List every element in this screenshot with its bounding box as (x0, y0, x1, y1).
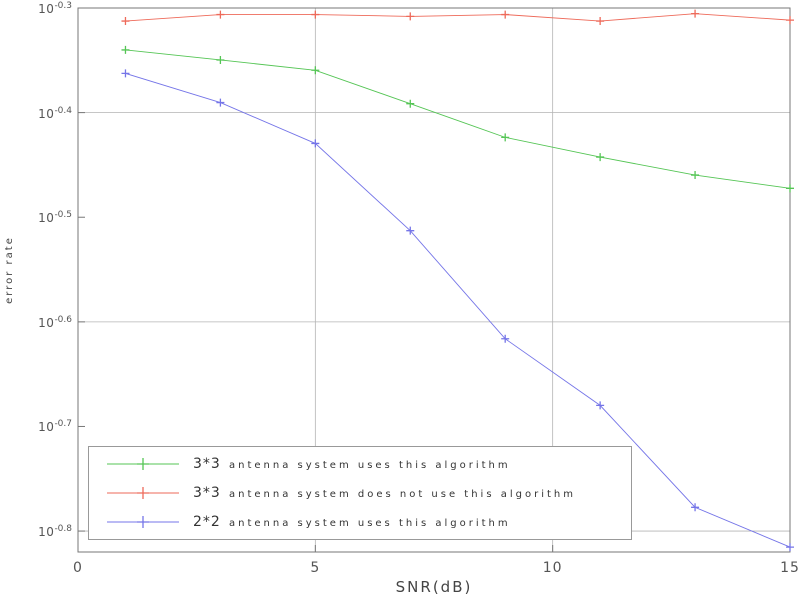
legend-item: 3*3 antenna system uses this algorithm (103, 450, 627, 478)
y-tick-label: 10-0.8 (38, 524, 72, 540)
marker-plus-icon (311, 66, 320, 75)
marker-plus-icon (691, 171, 700, 180)
y-tick-label: 10-0.7 (38, 419, 72, 435)
marker-plus-icon (406, 12, 415, 21)
legend-marker-plus-icon (137, 515, 149, 528)
marker-plus-icon (311, 10, 320, 19)
marker-plus-icon (406, 99, 415, 108)
legend-sample-line (107, 458, 179, 471)
legend-marker-plus-icon (137, 486, 149, 499)
y-tick-label: 10-0.5 (38, 210, 72, 226)
y-tick-label: 10-0.4 (38, 105, 72, 121)
y-tick-label: 10-0.6 (38, 314, 72, 330)
legend-sample-line (107, 486, 179, 499)
marker-plus-icon (311, 139, 320, 148)
legend-label: 3*3 antenna system uses this algorithm (193, 456, 511, 473)
marker-plus-icon (691, 503, 700, 512)
marker-plus-icon (596, 401, 605, 410)
legend-label: 3*3 antenna system does not use this alg… (193, 484, 576, 501)
plot-border (77, 7, 791, 553)
x-axis-label: SNR(dB) (395, 578, 473, 596)
legend-item: 3*3 antenna system does not use this alg… (103, 479, 627, 507)
marker-plus-icon (501, 334, 510, 343)
marker-plus-icon (121, 45, 130, 54)
legend-sample-line (107, 515, 179, 528)
legend-marker-plus-icon (137, 458, 149, 471)
series-line-2 (125, 72, 791, 548)
marker-plus-icon (691, 9, 700, 18)
y-axis-label: error rate (4, 236, 15, 304)
x-tick-label: 15 (780, 560, 800, 576)
marker-plus-icon (786, 16, 794, 25)
legend: 3*3 antenna system uses this algorithm 3*… (88, 446, 632, 540)
x-tick-label: 0 (73, 560, 83, 576)
marker-plus-icon (216, 10, 225, 19)
y-tick-label: 10-0.3 (38, 1, 72, 16)
x-tick-label: 5 (310, 560, 321, 576)
marker-plus-icon (786, 184, 794, 193)
series-line-0 (125, 49, 791, 189)
marker-plus-icon (501, 10, 510, 19)
marker-plus-icon (121, 69, 130, 78)
marker-plus-icon (596, 17, 605, 26)
marker-plus-icon (216, 55, 225, 64)
marker-plus-icon (596, 153, 605, 162)
marker-plus-icon (216, 98, 225, 107)
legend-label: 2*2 antenna system uses this algorithm (193, 513, 511, 530)
legend-item: 2*2 antenna system uses this algorithm (103, 508, 627, 536)
marker-plus-icon (501, 133, 510, 142)
marker-plus-icon (406, 226, 415, 235)
marker-plus-icon (786, 543, 794, 552)
x-tick-label: 10 (542, 560, 563, 576)
marker-plus-icon (121, 17, 130, 26)
series-line-1 (125, 13, 791, 22)
